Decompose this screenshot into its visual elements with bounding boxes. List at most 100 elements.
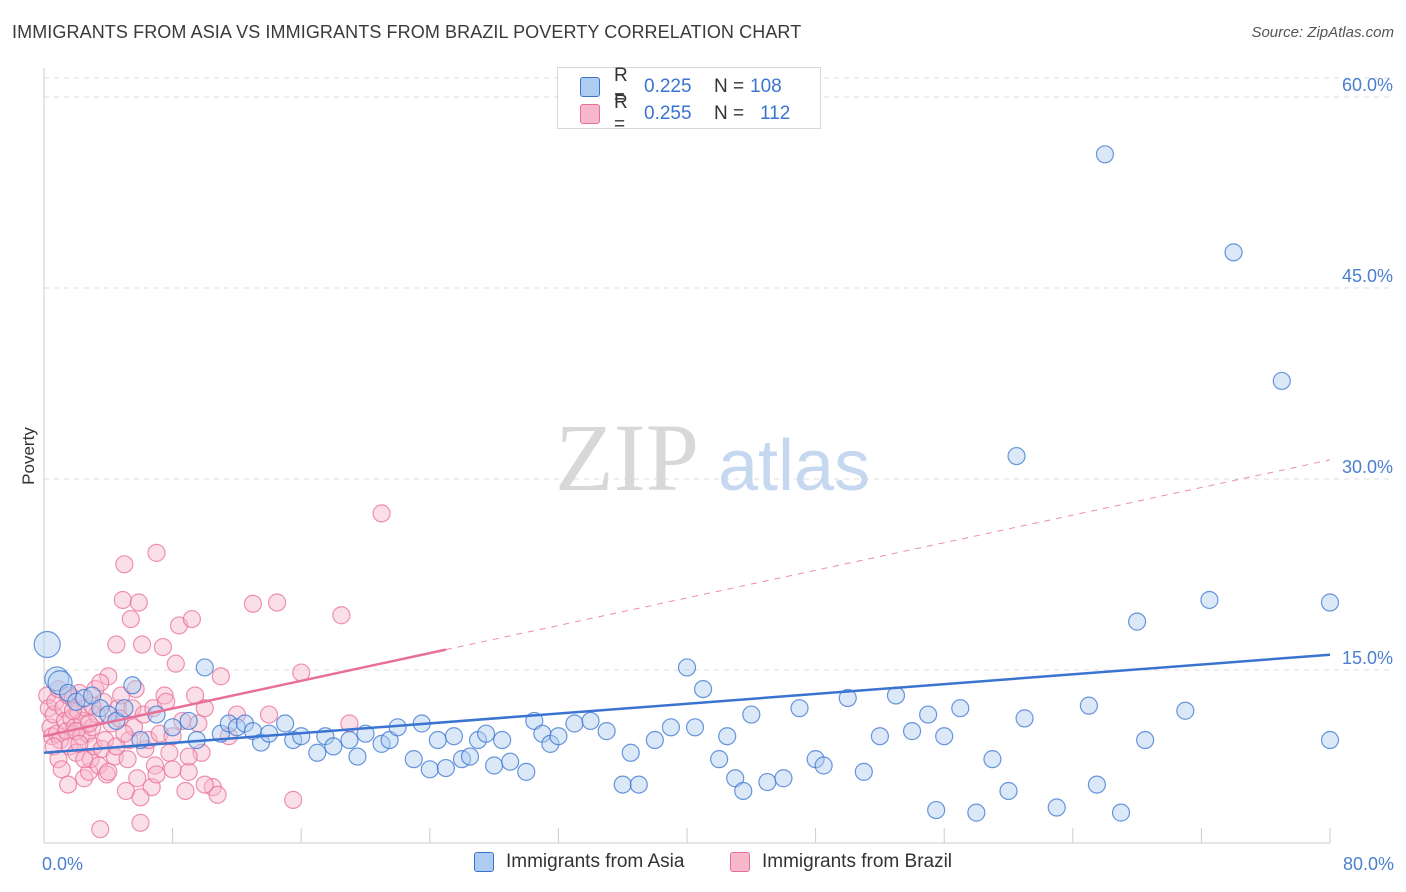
asia-point (428, 730, 447, 750)
source-label: Source: ZipAtlas.com (1251, 24, 1394, 41)
asia-point (902, 722, 922, 741)
asia-point (999, 781, 1018, 801)
legend-row-asia: R = 0.225 N = 108 (580, 65, 782, 108)
legend-n-value-brazil: 112 (760, 103, 791, 124)
brazil-point (332, 606, 351, 625)
asia-point (951, 699, 970, 718)
asia-point (501, 752, 520, 771)
asia-point (1111, 803, 1131, 822)
brazil-point (91, 820, 110, 839)
asia-point (710, 750, 729, 769)
asia-point (1136, 730, 1155, 750)
asia-point (565, 714, 584, 733)
asia-point (983, 750, 1002, 769)
watermark: ZIP atlas (555, 404, 870, 511)
asia-point (308, 743, 327, 762)
brazil-point (79, 714, 99, 733)
series-legend-label-brazil: Immigrants from Brazil (762, 851, 953, 872)
brazil-point (107, 635, 126, 654)
y-tick-label: 60.0% (1342, 75, 1393, 95)
asia-point (292, 727, 311, 746)
brazil-point (284, 790, 303, 809)
asia-point (1015, 709, 1034, 728)
tick-labels: 15.0% 30.0% 45.0% 60.0% 0.0% 80.0% (42, 75, 1394, 874)
asia-point (597, 722, 616, 741)
asia-point (967, 803, 986, 822)
legend-r-label: R = (614, 65, 628, 108)
asia-point (613, 775, 632, 794)
asia-point (147, 705, 166, 724)
asia-point (935, 727, 954, 746)
asia-point (1320, 593, 1340, 612)
legend-r-value-brazil: 0.255 (644, 103, 692, 124)
asia-point (621, 743, 640, 762)
y-tick-label: 30.0% (1342, 457, 1393, 477)
legend-swatch-brazil (580, 104, 600, 124)
series-legend-asia: Immigrants from Asia (474, 851, 684, 873)
asia-point (436, 758, 455, 778)
asia-point (485, 756, 504, 775)
legend-row-brazil: R = 0.255 N = 112 (580, 92, 791, 135)
asia-point (1127, 612, 1147, 631)
watermark-atlas: atlas (718, 426, 870, 506)
asia-point (677, 658, 697, 677)
asia-point (1200, 590, 1219, 610)
x-tick-label: 80.0% (1343, 854, 1394, 874)
asia-point (493, 730, 512, 750)
asia-point (838, 688, 857, 708)
asia-point (1320, 730, 1340, 750)
asia-point (790, 699, 809, 718)
series-asia-points (33, 145, 1340, 822)
asia-point (1224, 243, 1243, 262)
brazil-point (176, 781, 195, 801)
asia-point (734, 781, 753, 801)
asia-point (629, 775, 648, 794)
y-tick-label: 15.0% (1342, 648, 1393, 668)
asia-point (927, 800, 946, 820)
asia-point (404, 750, 423, 769)
asia-point (44, 666, 70, 692)
legend-r-label: R = (614, 92, 628, 135)
asia-point (460, 747, 480, 766)
asia-point (195, 658, 214, 677)
asia-point (259, 724, 279, 743)
brazil-point (195, 775, 214, 794)
brazil-point (259, 705, 279, 724)
y-axis-label: Poverty (19, 427, 38, 485)
brazil-point (153, 637, 173, 657)
series-legend-swatch-asia (474, 852, 494, 872)
series-legend-label-asia: Immigrants from Asia (506, 851, 685, 872)
brazil-point (160, 743, 179, 762)
asia-point (742, 705, 761, 724)
asia-point (115, 699, 134, 718)
asia-point (1007, 446, 1026, 466)
brazil-point (131, 813, 150, 832)
brazil-point (243, 594, 263, 613)
asia-point (758, 772, 777, 792)
legend-n-label: N = (714, 76, 745, 97)
legend-n-label: N = (714, 103, 745, 124)
asia-point (1087, 775, 1107, 794)
x-tick-label: 0.0% (42, 854, 83, 874)
asia-point (645, 730, 664, 750)
brazil-point (118, 750, 137, 769)
asia-point (324, 737, 343, 756)
asia-point (179, 711, 198, 731)
asia-point (1079, 696, 1098, 715)
brazil-point (147, 765, 166, 784)
brazil-point (211, 667, 230, 686)
asia-point (581, 711, 600, 731)
brazil-point (52, 760, 71, 779)
asia-point (693, 679, 713, 699)
asia-point (420, 760, 439, 779)
brazil-point (208, 785, 227, 804)
brazil-point (166, 654, 185, 673)
brazil-point (132, 635, 152, 654)
asia-point (1176, 701, 1195, 720)
asia-point (163, 718, 182, 737)
axes (43, 68, 1331, 844)
asia-point (1272, 371, 1291, 391)
asia-point (718, 727, 737, 746)
brazil-point (131, 788, 150, 807)
